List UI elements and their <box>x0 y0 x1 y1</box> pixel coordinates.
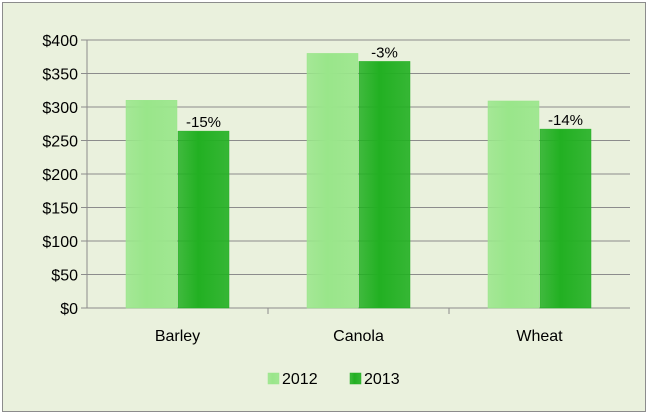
bar-canola-2012 <box>306 53 359 309</box>
legend-swatch-2013 <box>349 372 362 385</box>
y-tick-label: $350 <box>42 67 78 84</box>
gridlines <box>81 39 630 314</box>
x-category-label: Wheat <box>516 328 563 345</box>
legend: 2012 2013 <box>267 371 400 388</box>
legend-label-2013: 2013 <box>364 371 400 388</box>
y-tick-label: $0 <box>60 301 78 318</box>
bar-canola-2013 <box>358 61 411 309</box>
x-category-label: Barley <box>155 328 200 345</box>
y-tick-label: $300 <box>42 100 78 117</box>
data-label: -14% <box>548 112 583 129</box>
bars <box>125 53 592 309</box>
y-tick-label: $250 <box>42 134 78 151</box>
bar-barley-2013 <box>177 130 230 309</box>
y-tick-label: $400 <box>42 33 78 50</box>
y-tick-label: $50 <box>51 268 78 285</box>
data-label: -3% <box>371 44 398 61</box>
legend-label-2012: 2012 <box>282 371 318 388</box>
y-tick-label: $100 <box>42 234 78 251</box>
y-tick-label: $200 <box>42 167 78 184</box>
bar-wheat-2013 <box>539 128 592 309</box>
labels: $0 $50 $100 $150 $200 $250 $300 $350 $400 -15% Bar… <box>42 33 583 345</box>
bar-wheat-2012 <box>487 100 540 309</box>
legend-swatch-2012 <box>267 372 280 385</box>
data-label: -15% <box>186 114 221 131</box>
y-tick-label: $150 <box>42 201 78 218</box>
x-category-label: Canola <box>333 328 384 345</box>
bar-barley-2012 <box>125 100 178 309</box>
